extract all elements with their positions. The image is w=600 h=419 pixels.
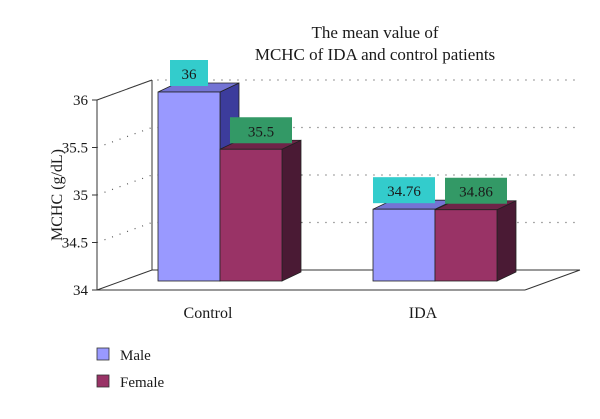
- y-tick-label: 36: [73, 93, 89, 109]
- bar-male-control: [157, 91, 221, 282]
- floor-right-edge: [524, 269, 581, 291]
- data-label: 35.5: [248, 124, 274, 140]
- data-labels: 36 35.5 34.76 34.86: [170, 60, 507, 204]
- bars: [157, 82, 517, 282]
- legend-swatch-female: [96, 374, 110, 388]
- chart-title-line-1: The mean value of: [312, 23, 439, 42]
- data-label-box: [445, 177, 507, 204]
- data-label-box: [170, 60, 208, 86]
- legend-swatch-male: [96, 347, 110, 361]
- bar-side-female: [496, 200, 517, 282]
- y-axis-title: MCHC (g/dL): [49, 149, 66, 241]
- x-category-label: Control: [184, 305, 233, 322]
- bar-side-female: [281, 139, 302, 282]
- data-label: 36: [182, 67, 198, 83]
- y-tick-label: 34: [73, 283, 89, 299]
- data-label: 34.86: [459, 185, 493, 201]
- bar-female-control: [219, 148, 283, 282]
- x-category-label: IDA: [409, 305, 438, 322]
- y-tick-label: 34.5: [62, 236, 88, 252]
- data-label: 34.76: [387, 184, 421, 200]
- bar-male-ida: [372, 208, 436, 282]
- chart-title: The mean value of MCHC of IDA and contro…: [255, 23, 495, 64]
- data-label-box: [373, 177, 435, 204]
- y-tick-label: 35: [73, 188, 88, 204]
- legend: Male Female: [96, 347, 164, 391]
- bar-female-ida: [434, 209, 498, 282]
- legend-label-female: Female: [120, 375, 164, 391]
- legend-label-male: Male: [120, 348, 151, 364]
- y-axis-ticks: 34 34.5 35 35.5 36: [62, 93, 97, 299]
- y-tick-label: 35.5: [62, 141, 88, 157]
- chart-title-line-2: MCHC of IDA and control patients: [255, 45, 495, 64]
- data-label-box: [230, 117, 292, 144]
- x-axis-categories: Control IDA: [184, 305, 438, 322]
